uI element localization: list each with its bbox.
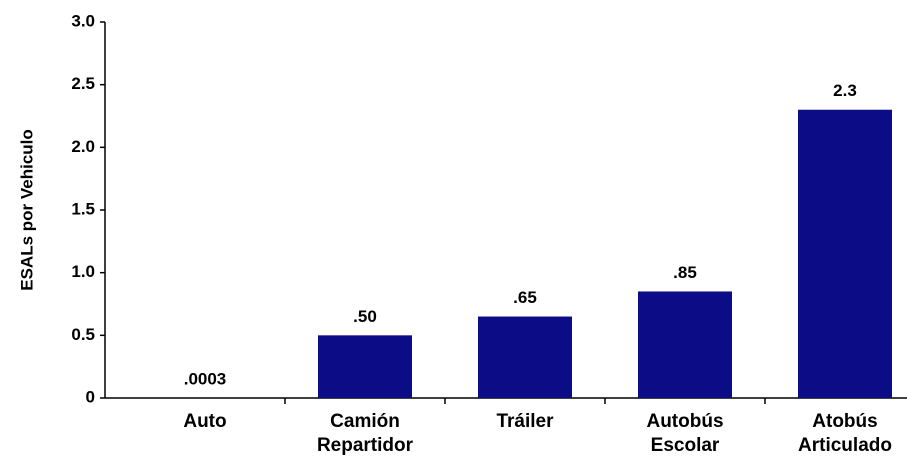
value-label: .50 <box>353 307 377 326</box>
x-tick-label: Auto <box>125 410 285 434</box>
value-label: .85 <box>673 263 697 282</box>
y-axis-label: ESALs por Vehiculo <box>17 129 36 291</box>
x-tick-label: Camión Repartidor <box>285 410 445 458</box>
bar <box>318 335 412 398</box>
y-tick-label: 2.0 <box>71 137 95 156</box>
y-tick-label: 0 <box>86 387 95 406</box>
y-tick-label: 3.0 <box>71 11 95 30</box>
x-tick-label: Atobús Articulado <box>765 410 907 458</box>
bar <box>478 317 572 398</box>
chart: ESALs por Vehiculo 0 0.5 1.0 1.5 2.0 2.5 3.0 .0… <box>0 0 907 466</box>
x-tick-label: Autobús Escolar <box>605 410 765 458</box>
y-tick-label: 0.5 <box>71 325 95 344</box>
y-tick-label: 1.5 <box>71 199 95 218</box>
value-label: .0003 <box>184 369 227 388</box>
y-tick-label: 2.5 <box>71 74 95 93</box>
value-label: 2.3 <box>833 81 857 100</box>
value-label: .65 <box>513 288 537 307</box>
y-tick-label: 1.0 <box>71 262 95 281</box>
bar <box>638 291 732 398</box>
chart-page: ESALs por Vehiculo 0 0.5 1.0 1.5 2.0 2.5 3.0 .0… <box>0 0 907 466</box>
x-tick-label: Tráiler <box>445 410 605 434</box>
bar <box>798 110 892 398</box>
